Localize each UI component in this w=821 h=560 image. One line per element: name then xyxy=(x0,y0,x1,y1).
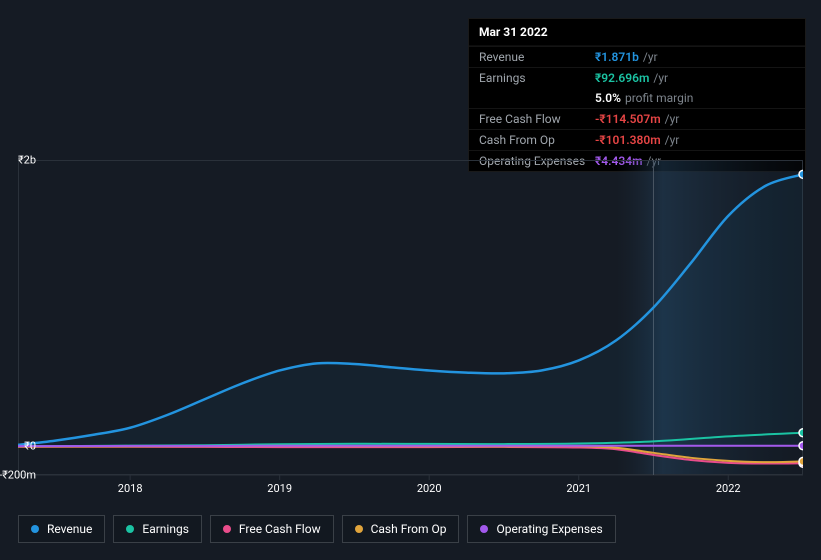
legend-item-free-cash-flow[interactable]: Free Cash Flow xyxy=(210,515,334,543)
legend-label: Revenue xyxy=(47,522,92,536)
chart-legend: Revenue Earnings Free Cash Flow Cash From O… xyxy=(18,515,616,543)
legend-swatch xyxy=(126,525,134,533)
tooltip-row: Earnings₹92.696m/yr xyxy=(469,67,805,88)
legend-item-operating-expenses[interactable]: Operating Expenses xyxy=(467,515,615,543)
legend-swatch xyxy=(31,525,39,533)
tooltip-row: Cash From Op-₹101.380m/yr xyxy=(469,129,805,150)
legend-swatch xyxy=(223,525,231,533)
tooltip-date: Mar 31 2022 xyxy=(469,19,805,46)
legend-swatch xyxy=(480,525,488,533)
tooltip-row-label: Earnings xyxy=(479,71,595,85)
x-axis-label: 2021 xyxy=(566,482,591,495)
tooltip-row-value: ₹92.696m/yr xyxy=(595,71,668,85)
legend-item-revenue[interactable]: Revenue xyxy=(18,515,105,543)
legend-label: Free Cash Flow xyxy=(239,522,321,536)
x-axis-label: 2018 xyxy=(118,482,143,495)
x-axis-label: 2022 xyxy=(716,482,741,495)
chart-tooltip: Mar 31 2022 Revenue₹1.871b/yrEarnings₹92… xyxy=(468,18,806,172)
tooltip-row: Revenue₹1.871b/yr xyxy=(469,46,805,67)
tooltip-row-value: ₹1.871b/yr xyxy=(595,50,658,64)
tooltip-row-label: Cash From Op xyxy=(479,133,595,147)
tooltip-row: 5.0%profit margin xyxy=(469,88,805,108)
tooltip-row-value: -₹101.380m/yr xyxy=(595,133,679,147)
tooltip-row-label: Free Cash Flow xyxy=(479,112,595,126)
legend-item-cash-from-op[interactable]: Cash From Op xyxy=(342,515,460,543)
financials-chart[interactable]: ₹2b₹0-₹200m20182019202020212022 xyxy=(18,160,803,500)
tooltip-row-value: -₹114.507m/yr xyxy=(595,112,679,126)
y-axis-label: ₹2b xyxy=(18,154,36,167)
tooltip-row-label: Revenue xyxy=(479,50,595,64)
x-axis-label: 2020 xyxy=(417,482,442,495)
tooltip-row-label xyxy=(479,91,595,105)
y-axis-label: -₹200m xyxy=(0,469,36,482)
legend-swatch xyxy=(355,525,363,533)
legend-label: Earnings xyxy=(142,522,189,536)
legend-label: Operating Expenses xyxy=(496,522,602,536)
tooltip-row-value: 5.0%profit margin xyxy=(595,91,693,105)
chart-plot xyxy=(18,160,803,500)
tooltip-row: Free Cash Flow-₹114.507m/yr xyxy=(469,108,805,129)
x-axis-label: 2019 xyxy=(267,482,292,495)
legend-item-earnings[interactable]: Earnings xyxy=(113,515,202,543)
y-axis-label: ₹0 xyxy=(24,440,36,453)
legend-label: Cash From Op xyxy=(371,522,447,536)
